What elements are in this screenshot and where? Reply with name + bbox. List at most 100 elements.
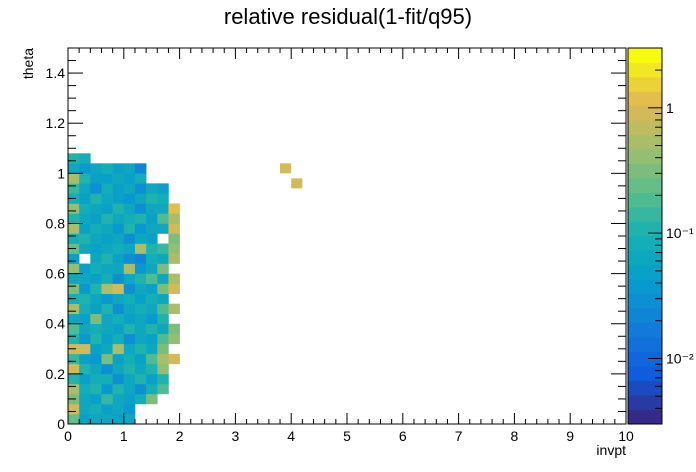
heatmap-cell (134, 283, 147, 294)
x-tick-label: 10 (618, 428, 634, 444)
heatmap-cell (112, 163, 125, 174)
heatmap-cell (112, 183, 125, 194)
heatmap-cell (134, 353, 147, 365)
heatmap-cell (134, 233, 147, 244)
heatmap-cell (123, 253, 136, 264)
colorbar-swatch (628, 322, 662, 338)
heatmap-cell (79, 343, 91, 355)
heatmap-cell (168, 223, 180, 234)
heatmap-cell (123, 303, 136, 315)
heatmap-cell (168, 243, 180, 254)
heatmap-cell (101, 183, 113, 194)
heatmap-cell (123, 293, 136, 304)
heatmap-cell (123, 273, 136, 284)
colorbar-swatch (628, 149, 662, 165)
heatmap-cell (79, 363, 91, 375)
heatmap-cell (90, 333, 102, 345)
heatmap-cell (146, 233, 158, 244)
heatmap-cell (157, 333, 169, 345)
colorbar-swatch (628, 308, 662, 324)
heatmap-cell (112, 193, 125, 204)
heatmap-cell (146, 303, 158, 315)
colorbar-swatch (628, 380, 662, 396)
heatmap-cell (157, 363, 169, 375)
y-tick-label: 0.4 (46, 316, 66, 332)
heatmap-cell (68, 253, 80, 264)
colorbar-swatch (628, 264, 662, 280)
heatmap-cell (79, 173, 91, 184)
heatmap-cell (123, 193, 136, 204)
heatmap-cell (157, 293, 169, 304)
heatmap-cell (146, 293, 158, 304)
heatmap-cell (101, 263, 113, 274)
heatmap-cell (112, 363, 125, 375)
heatmap-cell (134, 263, 147, 274)
heatmap-cell (101, 273, 113, 284)
heatmap-cell (90, 243, 102, 254)
x-tick-label: 0 (64, 428, 72, 444)
x-tick-label: 2 (176, 428, 184, 444)
heatmap-cell (134, 293, 147, 304)
heatmap-cell (168, 273, 180, 284)
colorbar-swatch (628, 207, 662, 222)
heatmap-cell (68, 303, 80, 315)
heatmap-cell (146, 313, 158, 325)
heatmap-cell (112, 233, 125, 244)
heatmap-cell (79, 263, 91, 274)
heatmap-cell (68, 173, 80, 184)
heatmap-cell (112, 263, 125, 274)
colorbar-swatch (628, 236, 662, 251)
colorbar: 1 10⁻¹ 10⁻² (627, 47, 694, 425)
heatmap-cell (101, 403, 113, 415)
heatmap-cell (90, 223, 102, 234)
colorbar-swatch (628, 91, 662, 107)
heatmap-cell (123, 403, 136, 415)
heatmap-cell (146, 383, 158, 395)
heatmap-cell (134, 383, 147, 395)
heatmap-cell (134, 193, 147, 204)
heatmap-cell (90, 203, 102, 214)
heatmap-cell (79, 203, 91, 214)
heatmap-cell (123, 213, 136, 224)
heatmap-cell (101, 213, 113, 224)
heatmap-cell (90, 363, 102, 375)
heatmap-cell (134, 253, 147, 264)
heatmap-cell (101, 383, 113, 395)
heatmap-cell (134, 183, 147, 194)
heatmap-cell (134, 323, 147, 335)
colorbar-tick-label: 10⁻¹ (666, 225, 694, 241)
heatmap-cell (90, 303, 102, 315)
x-tick-label: 9 (566, 428, 574, 444)
heatmap-cell (90, 313, 102, 325)
heatmap-cell (123, 373, 136, 385)
heatmap-cell (112, 323, 125, 335)
colorbar-swatch (628, 221, 662, 237)
heatmap-cell (157, 373, 169, 385)
heatmap-cell (112, 303, 125, 315)
heatmap-cell (90, 233, 102, 244)
heatmap-cell (79, 413, 91, 425)
heatmap-cell (68, 183, 80, 194)
colorbar-swatch (628, 48, 662, 63)
x-tick-label: 8 (511, 428, 519, 444)
heatmap-cell (157, 343, 169, 355)
heatmap-cell (112, 253, 125, 264)
heatmap-cell (157, 223, 169, 234)
heatmap-cell (157, 323, 169, 335)
heatmap-cell (79, 303, 91, 315)
colorbar-swatch (628, 293, 662, 309)
heatmap-cell (112, 273, 125, 284)
x-axis-title: invpt (596, 442, 626, 458)
heatmap-cell (101, 393, 113, 405)
heatmap-cell (90, 163, 102, 174)
chart-title: relative residual(1-fit/q95) (224, 4, 472, 29)
heatmap-cell (68, 213, 80, 224)
heatmap-cell (90, 373, 102, 385)
colorbar-swatch (628, 178, 662, 194)
heatmap-cell (134, 213, 147, 224)
heatmap-cell (101, 243, 113, 254)
heatmap-cell (79, 183, 91, 194)
heatmap-cell (134, 163, 147, 174)
heatmap-cell (123, 223, 136, 234)
heatmap-cell (68, 313, 80, 325)
